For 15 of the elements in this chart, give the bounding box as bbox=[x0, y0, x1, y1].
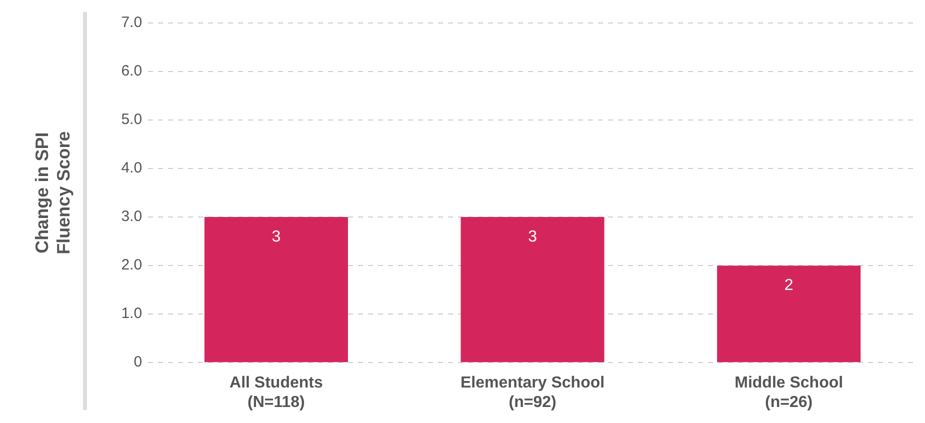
y-tick-label: 1.0 bbox=[121, 305, 142, 322]
x-tick-label: Middle School (n=26) bbox=[734, 374, 844, 411]
y-tick-label: 3.0 bbox=[121, 208, 142, 226]
y-tick-label: 5.0 bbox=[121, 111, 142, 128]
y-tick-label: 7.0 bbox=[121, 14, 142, 32]
x-tick-label: All Students (N=118) bbox=[230, 374, 323, 411]
y-tick-label: 4.0 bbox=[121, 160, 142, 177]
y-tick-label: 2.0 bbox=[121, 256, 142, 274]
data-label: 3 bbox=[272, 228, 281, 246]
data-label: 3 bbox=[528, 228, 538, 246]
x-tick-label: Elementary School (n=92) bbox=[460, 374, 605, 411]
y-tick-label: 0 bbox=[134, 354, 142, 371]
data-label: 2 bbox=[784, 276, 794, 294]
y-axis-title: Change in SPI Fluency Score bbox=[32, 131, 74, 254]
y-tick-label: 6.0 bbox=[121, 62, 142, 80]
